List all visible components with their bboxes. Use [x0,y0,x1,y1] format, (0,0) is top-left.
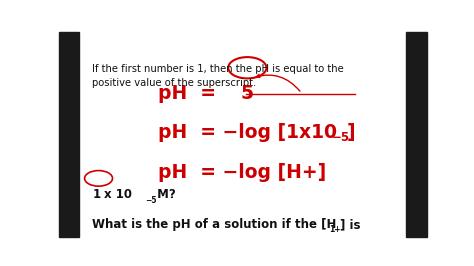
Bar [406,32,427,237]
Text: ] is: ] is [340,218,361,231]
Text: 1: 1 [92,188,100,201]
Text: −5: −5 [145,196,156,205]
Text: What is the pH of a solution if the [H: What is the pH of a solution if the [H [92,218,337,231]
Text: −5: −5 [332,131,350,144]
Text: ]: ] [347,123,356,142]
Text: pH  = −log [1x10: pH = −log [1x10 [158,123,337,142]
Text: pH  = −log [H+]: pH = −log [H+] [158,163,327,182]
Text: 5: 5 [241,84,254,103]
Text: pH  =: pH = [158,84,223,103]
FancyArrowPatch shape [256,74,300,91]
Text: M?: M? [153,188,176,201]
Text: 1+: 1+ [329,226,341,234]
Text: If the first number is 1, then the pH is equal to the
positive value of the supe: If the first number is 1, then the pH is… [92,64,344,89]
Bar [59,32,80,237]
Text: x 10: x 10 [104,188,132,201]
